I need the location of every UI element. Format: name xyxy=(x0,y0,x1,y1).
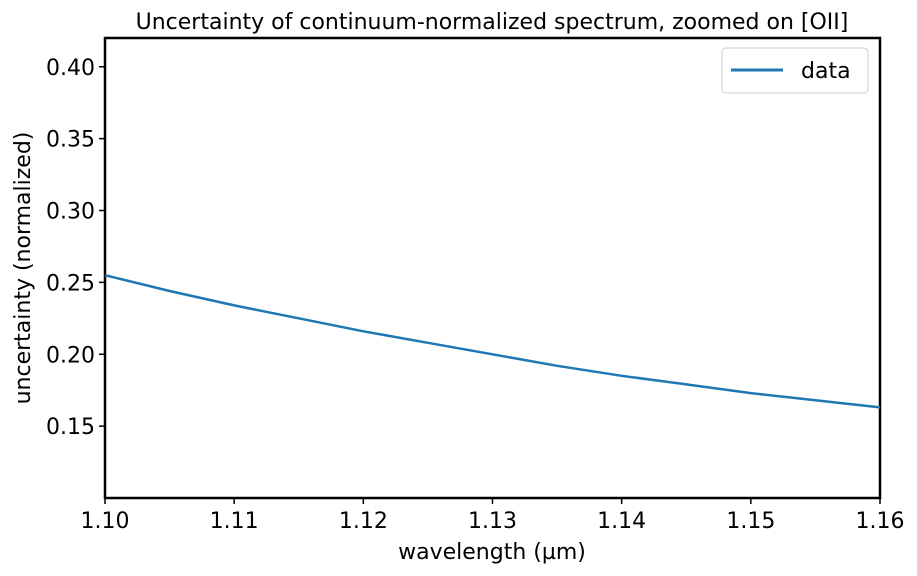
legend-label-data: data xyxy=(801,59,851,84)
legend: data xyxy=(721,47,869,94)
y-axis: 0.15 0.20 0.25 0.30 0.35 0.40 xyxy=(46,56,105,440)
y-tick-label: 0.25 xyxy=(46,271,95,296)
y-tick-label: 0.20 xyxy=(46,343,95,368)
legend-box xyxy=(721,47,869,94)
x-tick-label: 1.14 xyxy=(597,509,646,534)
x-axis: 1.10 1.11 1.12 1.13 1.14 1.15 1.16 xyxy=(81,498,905,534)
y-tick-label: 0.35 xyxy=(46,128,95,153)
x-tick-label: 1.11 xyxy=(210,509,259,534)
plot-frame xyxy=(103,36,882,500)
y-axis-label: uncertainty (normalized) xyxy=(11,132,36,405)
series-layer xyxy=(104,273,881,409)
y-tick-label: 0.40 xyxy=(46,56,95,81)
x-tick-label: 1.13 xyxy=(468,509,517,534)
x-tick-label: 1.10 xyxy=(81,509,130,534)
chart-title: Uncertainty of continuum-normalized spec… xyxy=(136,10,849,35)
x-tick-label: 1.12 xyxy=(339,509,388,534)
x-tick-label: 1.16 xyxy=(856,509,905,534)
x-axis-label: wavelength (µm) xyxy=(398,540,586,565)
y-tick-label: 0.15 xyxy=(46,415,95,440)
series-line-data xyxy=(104,273,881,409)
y-tick-label: 0.30 xyxy=(46,200,95,225)
x-tick-label: 1.15 xyxy=(726,509,775,534)
